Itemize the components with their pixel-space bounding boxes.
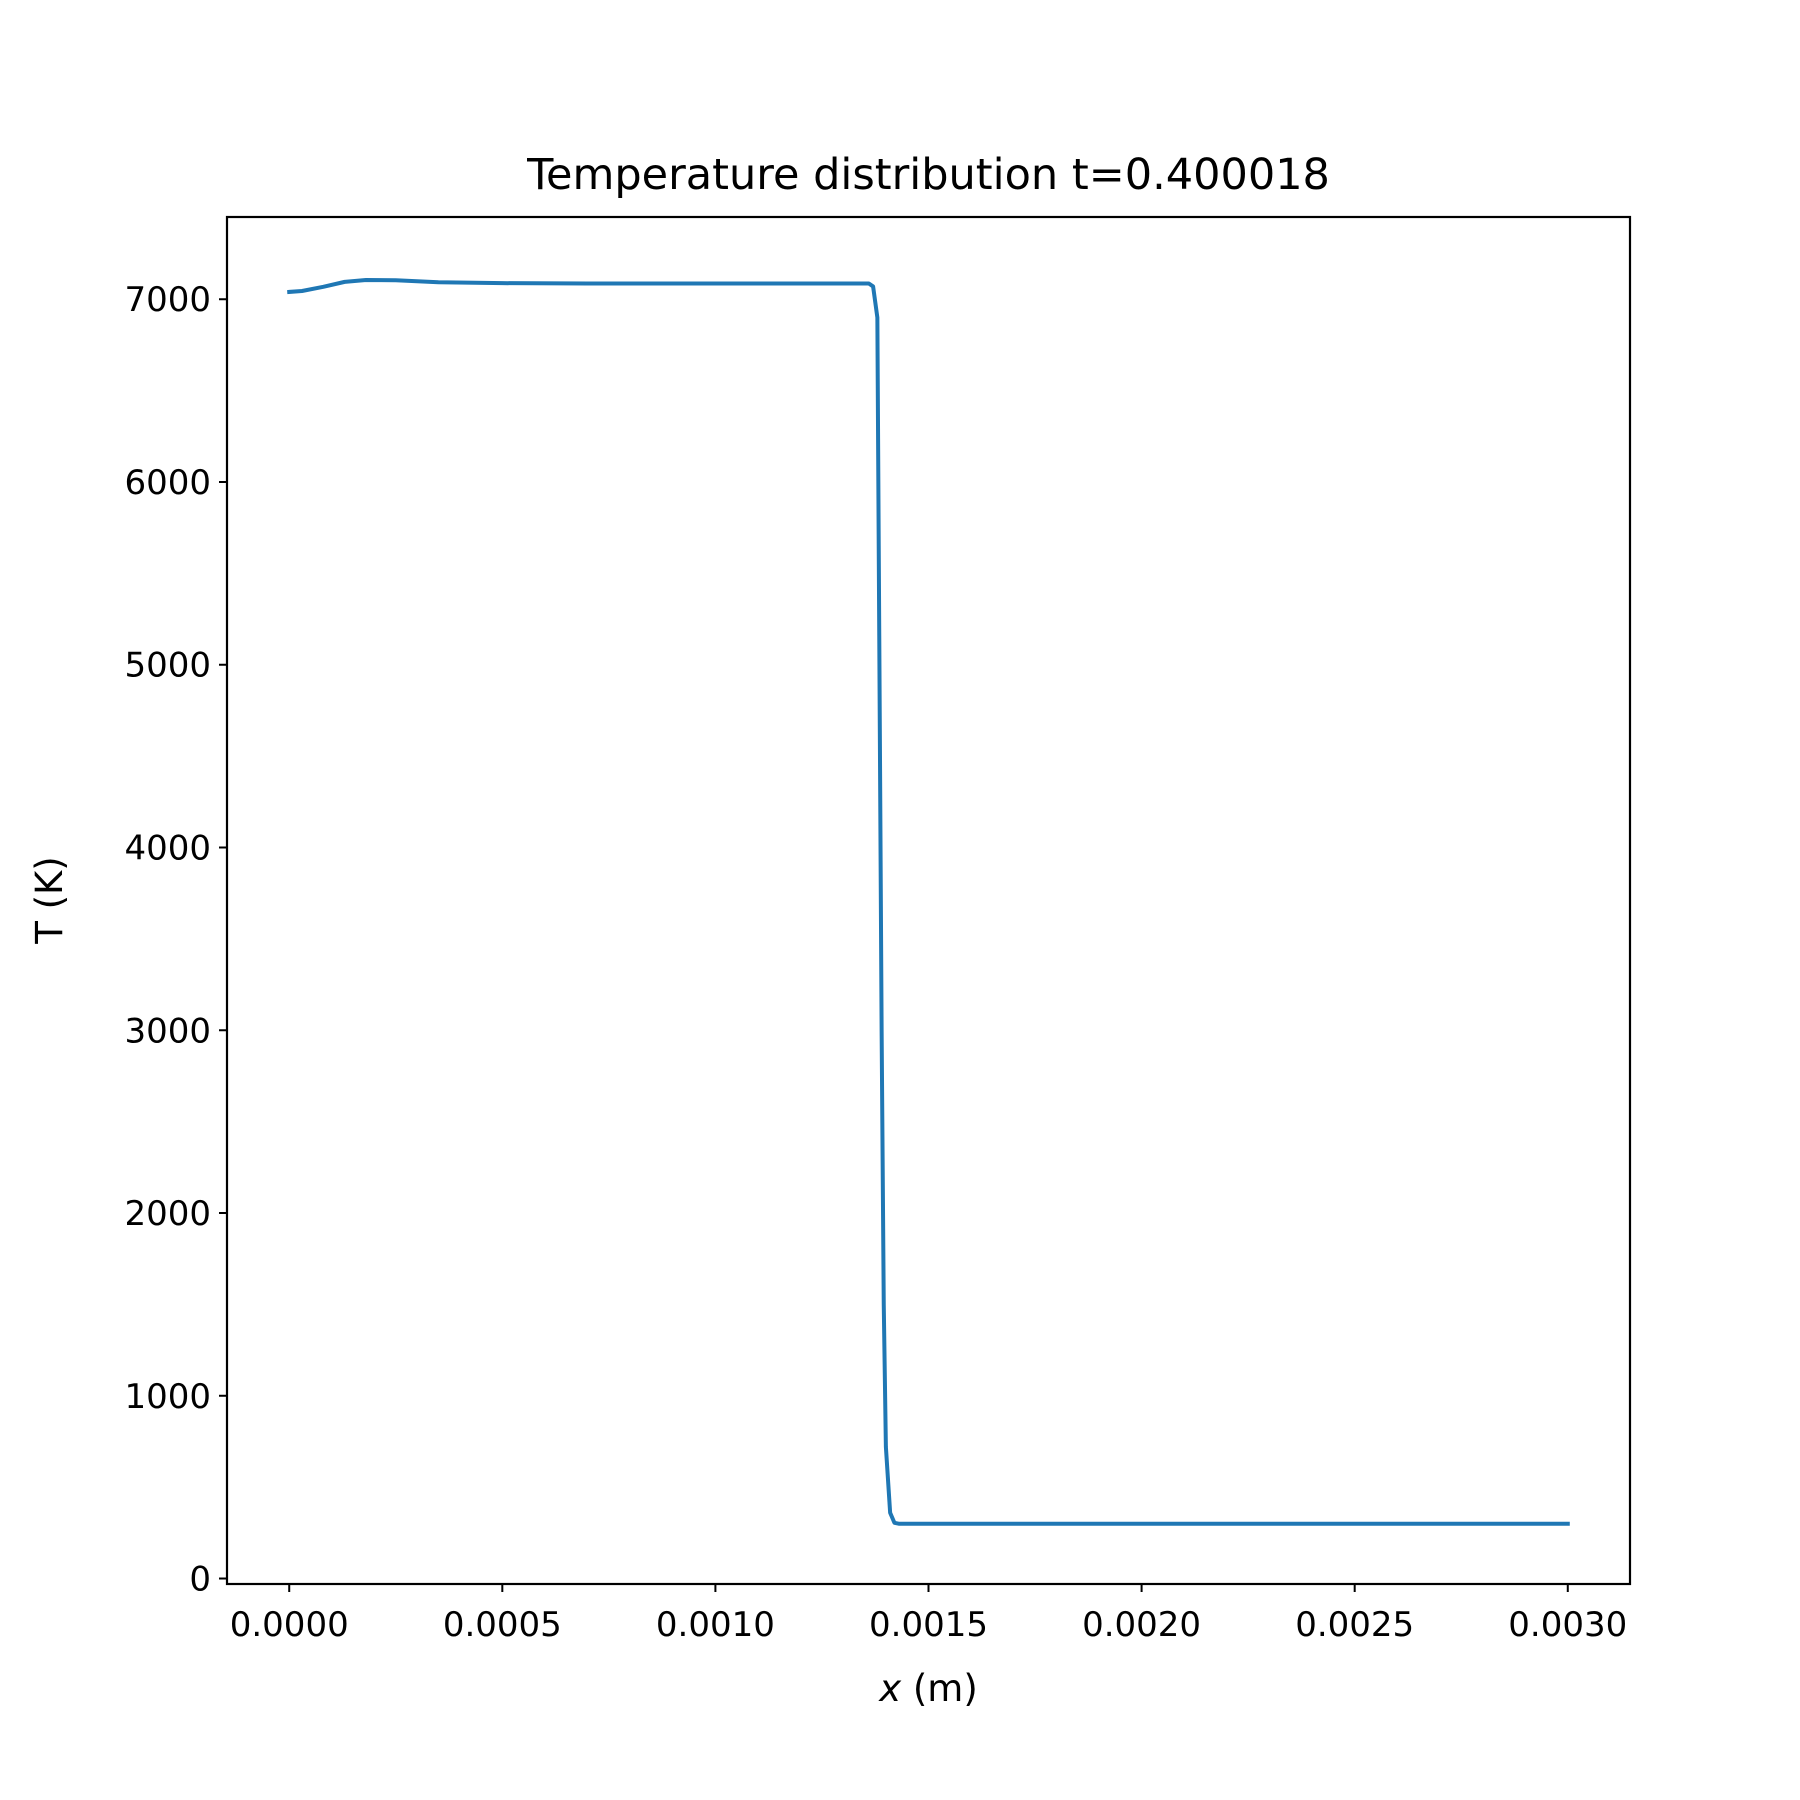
x-tick-label: 0.0015: [869, 1605, 988, 1645]
y-tick-label: 1000: [124, 1377, 211, 1417]
x-tick-label: 0.0000: [230, 1605, 349, 1645]
y-tick-label: 2000: [124, 1194, 211, 1234]
y-tick-label: 4000: [124, 829, 211, 869]
y-tick-label: 5000: [124, 646, 211, 686]
x-tick-label: 0.0005: [443, 1605, 562, 1645]
x-tick-label: 0.0020: [1082, 1605, 1201, 1645]
temperature-series-line: [287, 278, 1570, 1526]
y-tick-label: 6000: [124, 463, 211, 503]
x-axis-variable: x: [878, 1667, 902, 1710]
y-tick-label: 7000: [124, 280, 211, 320]
x-tick-label: 0.0010: [656, 1605, 775, 1645]
x-axis-unit: (m): [913, 1667, 978, 1710]
chart-title: Temperature distribution t=0.400018: [526, 150, 1330, 200]
y-tick-label: 0: [189, 1560, 211, 1600]
x-axis-ticks: 0.0000 0.0005 0.0010 0.0015 0.0020 0.0025 0.00…: [230, 1584, 1627, 1645]
x-axis-label: x (m): [878, 1667, 978, 1710]
y-tick-label: 3000: [124, 1011, 211, 1051]
x-tick-label: 0.0030: [1508, 1605, 1627, 1645]
plot-frame: [225, 215, 1632, 1586]
y-axis-ticks: 0 1000 2000 3000 4000 5000 6000 7000: [124, 280, 227, 1600]
x-tick-label: 0.0025: [1295, 1605, 1414, 1645]
y-axis-label: T (K): [28, 856, 71, 945]
